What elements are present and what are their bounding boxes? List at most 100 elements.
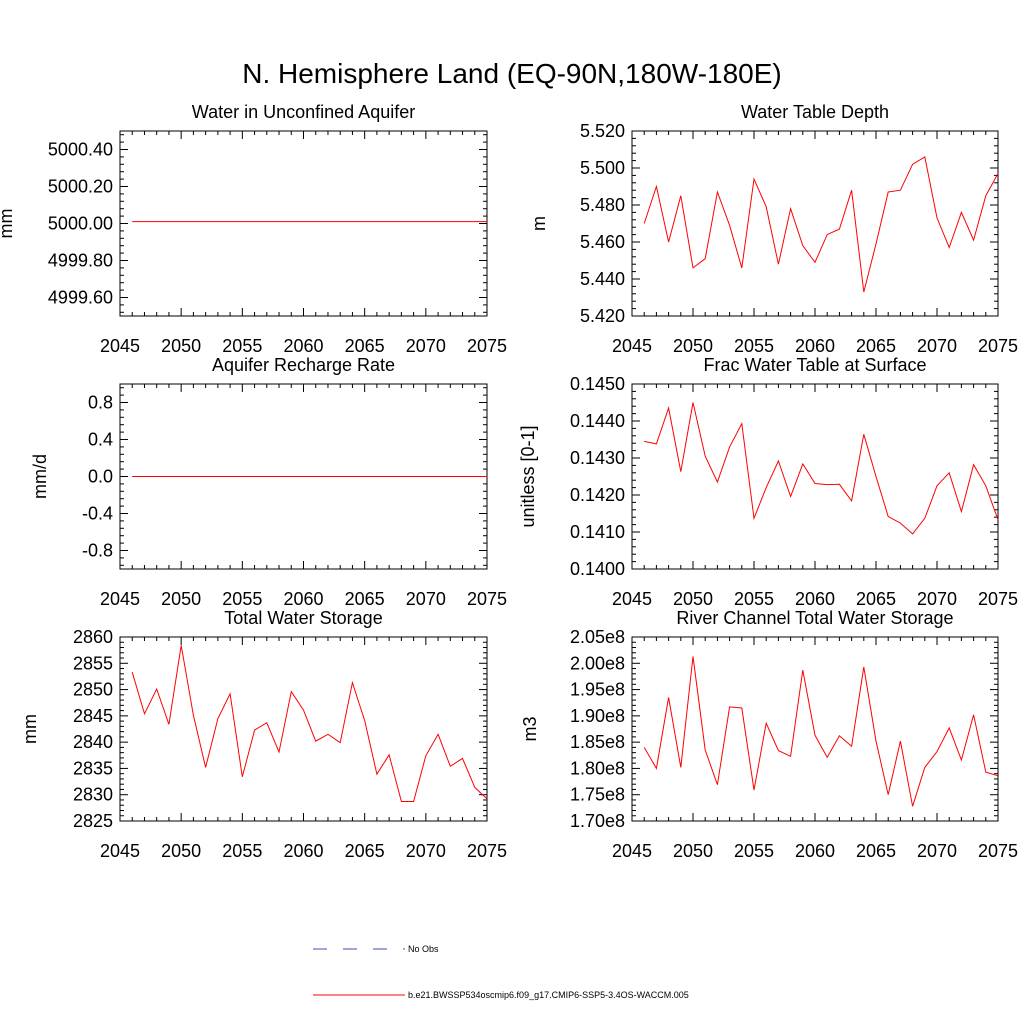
x-tick-label: 2070 xyxy=(917,589,957,609)
x-tick-label: 2060 xyxy=(283,336,323,356)
x-tick-label: 2055 xyxy=(734,589,774,609)
y-tick-label: 2835 xyxy=(73,758,113,778)
plot-frame xyxy=(119,636,488,822)
figure-title: N. Hemisphere Land (EQ-90N,180W-180E) xyxy=(242,58,782,89)
y-axis-label: m3 xyxy=(520,716,540,741)
y-tick-label: 4999.60 xyxy=(48,288,113,308)
y-tick-label: 1.80e8 xyxy=(570,758,625,778)
panel-water-table-depth: Water Table Depth m 2045 2050 2055 2060 2065 20… xyxy=(529,102,1018,356)
x-tick-label: 2065 xyxy=(345,841,385,861)
panels: Water in Unconfined Aquifer mm 2045 2050 205… xyxy=(0,102,1018,861)
y-tick-label: 2.00e8 xyxy=(570,653,625,673)
x-tick-label: 2045 xyxy=(100,589,140,609)
y-tick-label: 5.460 xyxy=(580,232,625,252)
series-line-0 xyxy=(643,156,999,293)
panel-title: Aquifer Recharge Rate xyxy=(212,355,395,375)
x-tick-label: 2055 xyxy=(222,589,262,609)
x-tick-label: 2050 xyxy=(161,336,201,356)
y-tick-label: 5000.00 xyxy=(48,214,113,234)
x-tick-label: 2050 xyxy=(161,841,201,861)
y-tick-label: 2.05e8 xyxy=(570,627,625,647)
x-tick-label: 2060 xyxy=(795,589,835,609)
plot-frame xyxy=(631,130,999,317)
y-tick-label: 5000.20 xyxy=(48,177,113,197)
x-tick-label: 2045 xyxy=(612,841,652,861)
y-axis-label: m xyxy=(529,216,549,231)
y-axis-label: mm xyxy=(0,209,16,239)
y-tick-label: 5.520 xyxy=(580,121,625,141)
panel-river-channel-total-water-storage: River Channel Total Water Storage m3 2045 2… xyxy=(520,608,1018,861)
x-tick-label: 2065 xyxy=(856,336,896,356)
panel-title: River Channel Total Water Storage xyxy=(676,608,953,628)
y-tick-label: -0.8 xyxy=(82,541,113,561)
panel-title: Water in Unconfined Aquifer xyxy=(192,102,415,122)
y-tick-label: 0.4 xyxy=(88,430,113,450)
plot-frame xyxy=(631,383,999,570)
y-tick-label: 0.1440 xyxy=(570,411,625,431)
y-axis-label: unitless [0-1] xyxy=(518,425,538,527)
x-tick-label: 2075 xyxy=(467,589,507,609)
y-tick-label: 4999.80 xyxy=(48,251,113,271)
legend-label-model-run: b.e21.BWSSP534oscmip6.f09_g17.CMIP6-SSP5… xyxy=(408,990,689,1000)
panel-total-water-storage: Total Water Storage mm 2045 2050 2055 2060 206… xyxy=(20,608,507,861)
legend: No Obs b.e21.BWSSP534oscmip6.f09_g17.CMI… xyxy=(313,944,689,1000)
series-line-0 xyxy=(643,656,999,807)
x-tick-label: 2070 xyxy=(917,336,957,356)
x-tick-label: 2055 xyxy=(734,336,774,356)
y-tick-label: 2840 xyxy=(73,732,113,752)
y-axis-label: mm/d xyxy=(30,454,50,499)
x-tick-label: 2065 xyxy=(856,841,896,861)
panel-water-in-unconfined-aquifer: Water in Unconfined Aquifer mm 2045 2050 205… xyxy=(0,102,507,356)
x-tick-label: 2060 xyxy=(795,841,835,861)
x-tick-label: 2045 xyxy=(612,336,652,356)
y-tick-label: 0.1400 xyxy=(570,559,625,579)
panel-aquifer-recharge-rate: Aquifer Recharge Rate mm/d 2045 2050 2055 206… xyxy=(30,355,507,609)
x-tick-label: 2045 xyxy=(612,589,652,609)
x-tick-label: 2075 xyxy=(978,841,1018,861)
series-line-0 xyxy=(644,402,999,535)
series-line-0 xyxy=(131,645,488,802)
y-tick-label: 5.440 xyxy=(580,269,625,289)
plot-frame xyxy=(119,130,488,317)
y-tick-label: 1.70e8 xyxy=(570,811,625,831)
x-tick-label: 2055 xyxy=(222,336,262,356)
x-tick-label: 2050 xyxy=(673,336,713,356)
y-tick-label: 2850 xyxy=(73,680,113,700)
x-tick-label: 2060 xyxy=(283,841,323,861)
y-tick-label: 0.1410 xyxy=(570,522,625,542)
x-tick-label: 2060 xyxy=(283,589,323,609)
y-tick-label: 1.85e8 xyxy=(570,732,625,752)
x-tick-label: 2075 xyxy=(978,589,1018,609)
y-tick-label: 5000.40 xyxy=(48,140,113,160)
y-tick-label: 0.0 xyxy=(88,467,113,487)
x-tick-label: 2050 xyxy=(673,841,713,861)
y-axis-label: mm xyxy=(20,714,40,744)
x-tick-label: 2045 xyxy=(100,841,140,861)
x-tick-label: 2050 xyxy=(673,589,713,609)
legend-label-no-obs: No Obs xyxy=(408,944,439,954)
x-tick-label: 2065 xyxy=(345,589,385,609)
panel-title: Total Water Storage xyxy=(224,608,382,628)
x-tick-label: 2065 xyxy=(345,336,385,356)
x-tick-label: 2055 xyxy=(734,841,774,861)
y-tick-label: 2845 xyxy=(73,706,113,726)
y-tick-label: 0.1430 xyxy=(570,448,625,468)
y-tick-label: 2825 xyxy=(73,811,113,831)
x-tick-label: 2075 xyxy=(978,336,1018,356)
y-tick-label: 0.1450 xyxy=(570,374,625,394)
x-tick-label: 2055 xyxy=(222,841,262,861)
x-tick-label: 2070 xyxy=(406,336,446,356)
x-tick-label: 2070 xyxy=(406,589,446,609)
x-tick-label: 2075 xyxy=(467,336,507,356)
x-tick-label: 2075 xyxy=(467,841,507,861)
x-tick-label: 2070 xyxy=(917,841,957,861)
x-tick-label: 2060 xyxy=(795,336,835,356)
y-tick-label: 1.90e8 xyxy=(570,706,625,726)
y-tick-label: 2860 xyxy=(73,627,113,647)
y-tick-label: 5.500 xyxy=(580,158,625,178)
y-tick-label: 0.8 xyxy=(88,393,113,413)
y-tick-label: 2855 xyxy=(73,653,113,673)
y-tick-label: 1.75e8 xyxy=(570,785,625,805)
y-tick-label: 5.420 xyxy=(580,306,625,326)
